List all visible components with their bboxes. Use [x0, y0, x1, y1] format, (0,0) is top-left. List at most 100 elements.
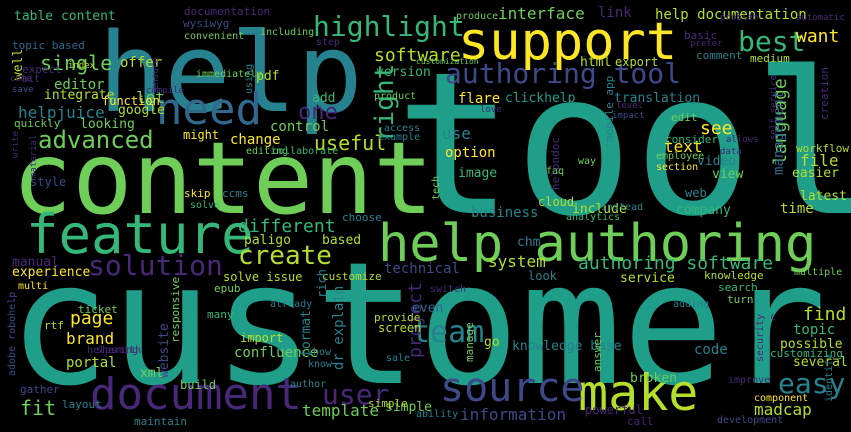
cloud-word: skip — [184, 187, 211, 200]
cloud-word: paligo — [244, 233, 291, 248]
cloud-word: software — [374, 45, 461, 66]
cloud-word: change — [230, 132, 281, 148]
cloud-word: video — [697, 154, 737, 169]
cloud-word: workflow — [796, 142, 849, 155]
cloud-word: ticket — [78, 303, 118, 316]
cloud-word: might — [183, 128, 220, 142]
cloud-word: ability — [416, 409, 459, 420]
cloud-word: easier — [792, 166, 839, 181]
cloud-word: web — [685, 186, 707, 200]
cloud-word: choose — [342, 211, 382, 224]
cloud-word: improve — [728, 375, 771, 386]
cloud-word: add — [312, 91, 336, 106]
cloud-word: portal — [66, 355, 117, 371]
cloud-word: helpndoc — [549, 137, 562, 190]
cloud-word: link — [598, 5, 632, 21]
cloud-word: including — [260, 27, 315, 38]
cloud-word: export — [615, 55, 659, 69]
cloud-word: flare — [458, 91, 501, 107]
cloud-word: access — [384, 123, 421, 134]
cloud-word: xml — [140, 366, 164, 381]
cloud-word: identify — [824, 353, 835, 402]
cloud-word: image — [458, 166, 498, 181]
cloud-word: automatic — [796, 13, 845, 23]
cloud-word: search — [718, 281, 758, 294]
cloud-word: use — [442, 124, 471, 143]
cloud-word: multiple — [794, 267, 843, 278]
cloud-word: save — [12, 85, 34, 95]
cloud-word: index — [68, 61, 96, 71]
cloud-word: system — [488, 252, 546, 271]
cloud-word: help documentation — [655, 7, 807, 23]
cloud-word: authoring software — [578, 253, 774, 274]
cloud-word: way — [578, 156, 597, 167]
cloud-word: code — [694, 342, 728, 358]
cloud-word: authoring tool — [445, 57, 682, 90]
cloud-word: customize — [322, 270, 382, 283]
cloud-word: immediately — [196, 69, 263, 80]
cloud-word: multi — [18, 281, 49, 292]
cloud-word: basic — [684, 29, 718, 42]
cloud-word: brand — [66, 329, 115, 348]
cloud-word: tech — [431, 175, 442, 200]
cloud-word: manage — [463, 322, 476, 362]
cloud-word: security — [755, 313, 766, 362]
cloud-word: section — [656, 162, 699, 173]
cloud-word: component — [754, 393, 809, 404]
cloud-word: company — [676, 203, 731, 218]
cloud-word: looking — [80, 117, 135, 132]
cloud-word: development — [717, 415, 784, 426]
cloud-word: gather — [20, 383, 60, 396]
cloud-word: tool — [395, 29, 851, 260]
cloud-word: edit — [671, 111, 698, 124]
cloud-word: bit — [22, 74, 41, 85]
cloud-word: compile — [146, 86, 184, 96]
cloud-word: manual — [12, 255, 59, 270]
cloud-word: look — [528, 269, 557, 283]
cloud-word: import — [240, 331, 284, 345]
cloud-word: madcap — [754, 400, 812, 419]
cloud-word: source — [440, 365, 585, 411]
cloud-word: pdf — [256, 69, 280, 84]
cloud-word: convenient — [184, 31, 245, 42]
cloud-word: file — [800, 151, 839, 170]
cloud-word: impact — [612, 111, 645, 121]
cloud-word: data — [720, 147, 742, 157]
cloud-word: fit — [20, 396, 57, 420]
cloud-word: interface — [498, 4, 585, 23]
cloud-word: topic based — [12, 39, 85, 52]
cloud-word: offer — [120, 55, 163, 71]
cloud-word: based — [322, 233, 362, 248]
cloud-word: information — [460, 405, 566, 424]
cloud-word: integrate — [44, 88, 115, 103]
cloud-word: customization — [416, 57, 479, 66]
cloud-word: product — [374, 91, 417, 102]
cloud-word: knowledge — [704, 269, 764, 282]
cloud-word: support — [458, 12, 678, 72]
cloud-word: helpsmith — [87, 345, 142, 356]
cloud-word: knowledge base — [512, 339, 622, 354]
cloud-word: rich — [315, 269, 329, 298]
cloud-word: control — [270, 119, 330, 135]
cloud-word: version — [376, 65, 431, 80]
cloud-word: material — [29, 134, 39, 178]
cloud-word: step — [316, 37, 341, 48]
cloud-word: highlight — [313, 10, 465, 43]
cloud-word: create — [238, 241, 332, 271]
cloud-word: c — [770, 312, 777, 323]
cloud-word: problem — [720, 13, 758, 23]
cloud-word: confluence — [234, 345, 319, 361]
cloud-word: function — [102, 94, 160, 108]
cloud-word: feature — [26, 203, 254, 266]
cloud-word: user — [322, 378, 390, 411]
cloud-word: translation — [614, 91, 701, 106]
cloud-word: using — [244, 63, 255, 94]
cloud-word: even — [412, 301, 444, 316]
cloud-word: text — [664, 137, 703, 156]
cloud-word: analytics — [566, 212, 621, 223]
cloud-word: many — [207, 308, 234, 321]
cloud-word: love — [480, 105, 502, 115]
cloud-word: help — [98, 9, 363, 137]
cloud-word: epub — [214, 282, 241, 295]
cloud-word: page — [70, 308, 114, 329]
